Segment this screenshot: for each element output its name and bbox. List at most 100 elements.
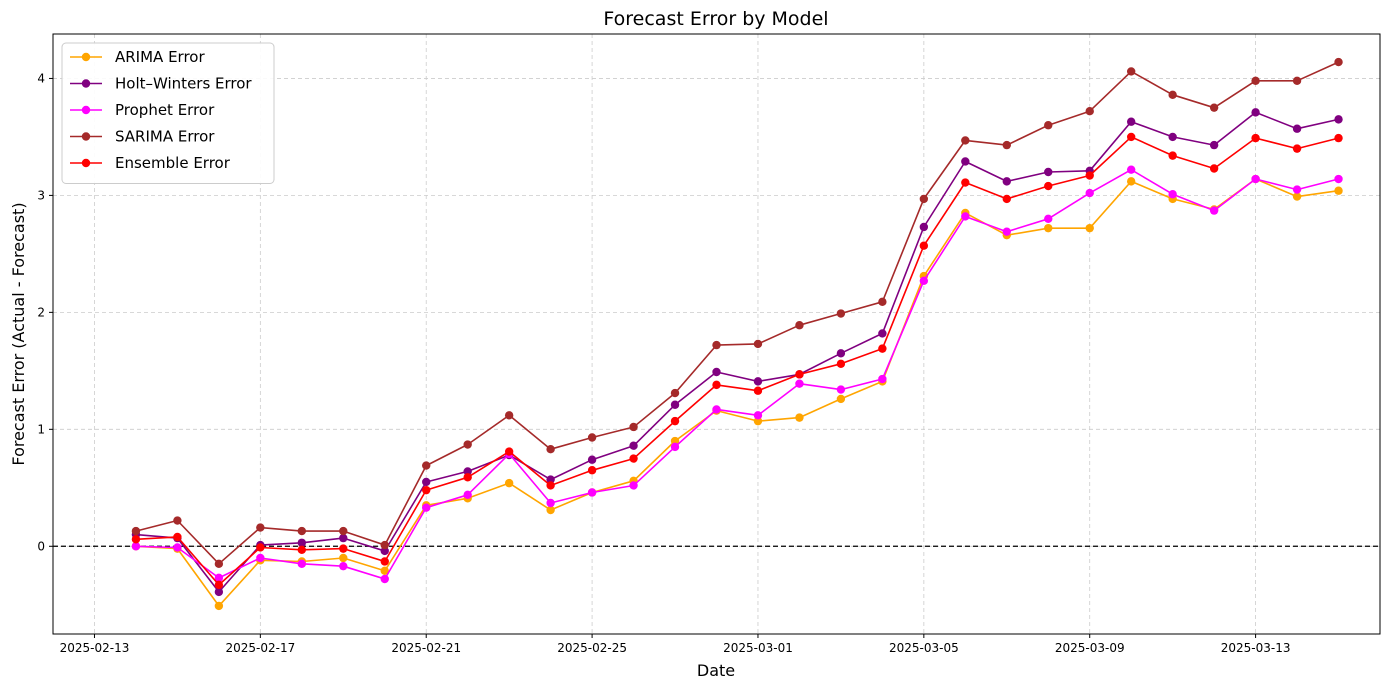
data-point (504, 478, 514, 488)
data-point (629, 481, 638, 490)
legend: ARIMA Error Holt–Winters Error Prophet Err… (61, 42, 275, 184)
data-point (712, 380, 721, 390)
data-point (670, 416, 680, 426)
data-point (131, 542, 141, 551)
y-tick-label: 2 (37, 305, 45, 319)
data-point (753, 386, 763, 395)
data-point (1002, 140, 1011, 150)
x-axis-label: Date (697, 661, 735, 680)
data-point (422, 503, 431, 512)
data-point (131, 535, 141, 544)
data-point (1168, 90, 1177, 100)
series-2 (131, 165, 1343, 584)
data-point (380, 566, 389, 576)
data-point (1292, 124, 1302, 133)
x-tick-label: 2025-03-05 (889, 641, 959, 655)
data-point (836, 394, 846, 404)
data-point (1126, 165, 1136, 174)
data-point (380, 546, 389, 556)
x-tick-label: 2025-03-13 (1221, 641, 1291, 655)
data-point (587, 466, 597, 475)
legend-label: Ensemble Error (115, 154, 231, 172)
data-point (463, 490, 472, 500)
data-point (712, 367, 721, 377)
data-point (1168, 132, 1177, 142)
legend-label: ARIMA Error (115, 48, 205, 66)
data-point (961, 212, 970, 221)
series-line (135, 136, 1339, 586)
data-point (214, 601, 224, 611)
data-point (919, 241, 929, 250)
data-point (131, 526, 141, 536)
data-point (1085, 188, 1094, 198)
data-point (297, 545, 307, 554)
data-point (712, 405, 721, 414)
data-point (670, 436, 680, 446)
series-lines (131, 57, 1343, 611)
data-point (214, 573, 224, 583)
data-point (1209, 103, 1219, 112)
data-point (256, 553, 265, 563)
data-point (463, 473, 472, 482)
data-point (670, 442, 680, 452)
data-point (1085, 223, 1094, 233)
legend-swatch-marker (81, 105, 91, 115)
data-point (546, 505, 555, 515)
data-point (753, 411, 763, 420)
data-point (1002, 194, 1011, 204)
series-1 (131, 108, 1343, 597)
plot-frame (52, 33, 1381, 635)
data-point (1044, 167, 1053, 177)
series-0 (131, 174, 1343, 611)
series-line (135, 178, 1339, 607)
data-point (878, 344, 887, 353)
data-point (587, 433, 597, 442)
data-point (878, 297, 887, 307)
data-point (1126, 177, 1136, 186)
x-tick-label: 2025-03-01 (723, 641, 793, 655)
data-point (919, 194, 929, 204)
legend-label: Holt–Winters Error (115, 75, 252, 93)
data-point (795, 379, 804, 388)
data-point (961, 178, 970, 187)
data-point (422, 461, 431, 470)
legend-swatch-marker (81, 158, 91, 168)
data-point (1085, 171, 1094, 180)
data-point (712, 340, 721, 350)
y-axis-label: Forecast Error (Actual - Forecast) (9, 202, 28, 465)
data-point (173, 543, 182, 552)
legend-swatch-marker (81, 79, 91, 88)
data-point (1044, 223, 1053, 233)
data-point (795, 370, 804, 379)
data-point (587, 455, 597, 464)
series-3 (131, 57, 1343, 569)
data-point (463, 440, 472, 449)
data-point (919, 222, 929, 232)
data-point (546, 445, 555, 454)
data-point (546, 475, 555, 484)
data-point (1209, 164, 1219, 173)
data-point (1126, 117, 1136, 126)
data-point (297, 526, 307, 536)
data-point (1334, 57, 1343, 67)
data-point (878, 374, 887, 384)
data-point (1085, 106, 1094, 116)
data-point (422, 477, 431, 487)
data-point (380, 574, 389, 584)
data-point (1209, 206, 1219, 215)
data-point (256, 523, 265, 532)
data-point (504, 447, 514, 456)
data-point (1002, 177, 1011, 186)
legend-swatch-marker (81, 132, 91, 141)
data-point (297, 538, 307, 547)
data-point (339, 526, 348, 536)
data-point (339, 561, 348, 571)
data-point (629, 422, 638, 432)
data-point (629, 454, 638, 463)
data-point (1292, 76, 1302, 85)
data-point (339, 544, 348, 553)
data-point (1251, 133, 1260, 143)
data-point (836, 359, 846, 369)
data-point (587, 488, 597, 497)
data-point (836, 349, 846, 358)
